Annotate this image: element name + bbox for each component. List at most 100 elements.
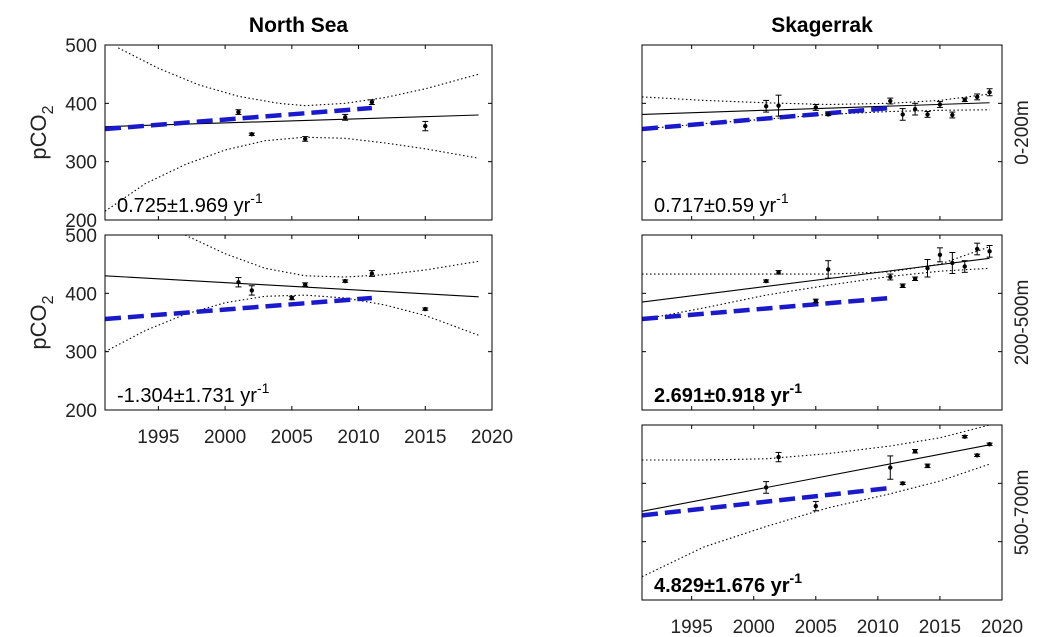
marker	[776, 270, 781, 275]
marker	[974, 453, 980, 458]
depth-label: 500-700m	[1012, 470, 1033, 556]
marker	[987, 249, 992, 254]
marker	[900, 481, 905, 486]
axes-frame	[641, 234, 1003, 411]
data-point	[912, 449, 919, 454]
data-point	[235, 277, 242, 288]
plot-area	[642, 88, 993, 132]
marker	[962, 97, 967, 103]
data-point	[422, 120, 429, 132]
reference-trend-line	[642, 295, 891, 322]
marker	[236, 109, 241, 115]
data-point	[899, 481, 906, 486]
panel-skagerrak-500-700m: 1995 2000 2005 2010 2015 2020 500-700m 4.829±1.…	[641, 424, 1033, 637]
confidence-bound-upper	[184, 235, 479, 278]
data-point	[912, 276, 919, 281]
confidence-bound-upper	[642, 93, 990, 106]
marker	[302, 282, 308, 287]
data-point	[812, 500, 819, 512]
data-point	[887, 273, 894, 281]
marker	[826, 267, 831, 272]
marker	[423, 123, 428, 129]
x-tick-label: 2015	[404, 427, 446, 448]
data-point	[936, 101, 943, 108]
marker	[912, 276, 918, 281]
marker	[343, 115, 348, 120]
data-point	[961, 97, 968, 103]
marker	[950, 260, 955, 266]
data-point	[936, 247, 943, 263]
y-tick-label: 500	[65, 36, 97, 57]
panel-north-sea-200-500m: 200 300 400 500 1995 2000 2005 2010 2015 2020 pCO2…	[26, 226, 513, 448]
data-point	[288, 295, 295, 301]
plot-area	[105, 47, 479, 212]
trend-value: 2.691±0.918 yr	[654, 385, 790, 407]
x-tick-label: 2020	[981, 617, 1023, 637]
confidence-bound-upper	[118, 47, 479, 107]
y-axis-label: pCO2	[26, 295, 57, 349]
data-point	[812, 104, 819, 111]
data-point	[912, 102, 919, 116]
data-point	[887, 97, 894, 105]
data-point	[368, 99, 375, 105]
y-axis-label: pCO2	[26, 105, 57, 159]
data-point	[368, 270, 375, 277]
marker	[763, 485, 769, 490]
marker	[912, 106, 918, 112]
regression-line	[105, 275, 479, 298]
y-tick-label: 500	[65, 226, 97, 247]
y-tick-label: 300	[65, 153, 97, 174]
marker	[974, 246, 980, 252]
marker	[987, 90, 992, 95]
data-point	[924, 463, 931, 469]
y-axis-label-subscript: 2	[40, 105, 57, 114]
trend-unit-exponent: -1	[776, 190, 789, 206]
marker	[776, 103, 781, 108]
marker	[813, 105, 818, 110]
data-point	[812, 298, 819, 304]
data-point	[302, 136, 309, 142]
regression-line	[642, 444, 990, 512]
data-point	[974, 453, 981, 458]
x-tick-label: 2010	[857, 617, 899, 637]
column-title: North Sea	[249, 14, 349, 37]
data-point	[825, 260, 832, 279]
marker	[289, 295, 295, 301]
y-tick-label: 400	[65, 284, 97, 305]
data-point	[775, 270, 782, 275]
trend-value: -1.304±1.731 yr	[117, 385, 257, 407]
data-point	[986, 88, 993, 97]
data-point	[235, 109, 242, 115]
plot-area	[642, 425, 993, 578]
marker	[888, 465, 893, 470]
marker	[962, 264, 967, 269]
data-point	[949, 252, 956, 274]
data-point	[763, 278, 770, 284]
reference-trend-line	[642, 485, 891, 518]
data-point	[924, 259, 931, 278]
data-point	[775, 94, 782, 117]
marker	[925, 266, 930, 271]
marker	[925, 112, 930, 117]
depth-label: 200-500m	[1012, 280, 1033, 366]
regression-line	[642, 257, 990, 303]
data-point	[961, 260, 968, 273]
marker	[937, 102, 943, 107]
data-point	[422, 306, 429, 312]
data-point	[899, 108, 906, 121]
confidence-bound-lower	[642, 267, 990, 321]
confidence-bound-lower	[105, 294, 479, 353]
data-point	[924, 111, 931, 118]
column-title: Skagerrak	[771, 14, 873, 37]
marker	[900, 283, 905, 288]
y-tick-label: 400	[65, 94, 97, 115]
axes-frame	[641, 44, 1003, 221]
marker	[900, 112, 905, 117]
y-tick-label: 200	[65, 211, 97, 232]
y-tick-label: 300	[65, 343, 97, 364]
marker	[888, 98, 893, 104]
marker	[343, 278, 348, 284]
marker	[369, 99, 375, 105]
marker	[826, 112, 831, 117]
